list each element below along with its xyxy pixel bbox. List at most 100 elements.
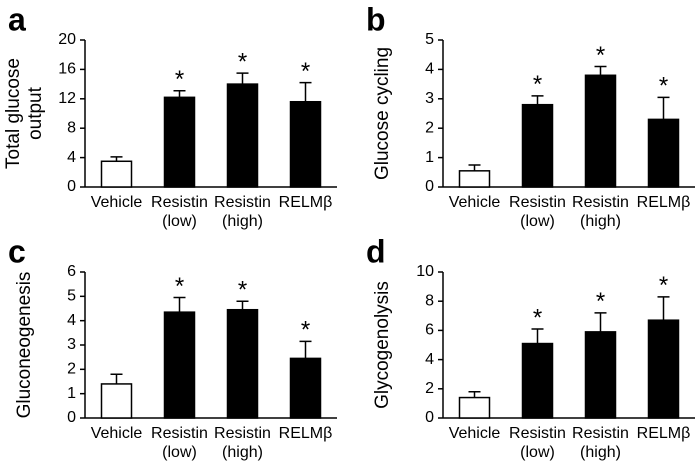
- bar: [163, 311, 196, 419]
- bar: [521, 342, 554, 419]
- significance-marker: *: [659, 73, 668, 100]
- y-axis-label: output: [25, 86, 46, 140]
- x-tick-label: (high): [222, 213, 263, 230]
- y-tick-label: 4: [425, 351, 434, 368]
- x-tick-label: (low): [520, 213, 555, 230]
- y-tick-label: 2: [425, 119, 434, 136]
- y-tick-label: 0: [67, 178, 76, 195]
- y-axis-label: Glucose cycling: [372, 47, 393, 180]
- significance-marker: *: [238, 48, 247, 75]
- bar: [584, 74, 617, 188]
- x-tick-label: Resistin: [572, 425, 629, 442]
- significance-marker: *: [301, 317, 310, 344]
- error-bar: [110, 373, 123, 384]
- bar: [584, 331, 617, 419]
- panel-label: c: [8, 233, 26, 269]
- bar: [226, 308, 259, 419]
- x-tick-label: (high): [580, 213, 621, 230]
- y-axis-label: Glycogenolysis: [372, 281, 393, 409]
- error-bar: [236, 300, 249, 310]
- significance-marker: *: [533, 71, 542, 98]
- error-bar: [657, 96, 670, 120]
- bar: [100, 160, 133, 188]
- error-bar: [299, 340, 312, 359]
- x-tick-label: Resistin: [509, 194, 566, 211]
- x-tick-label: Resistin: [214, 425, 271, 442]
- error-bar: [531, 95, 544, 105]
- panel-label: d: [366, 233, 386, 269]
- x-tick-label: Resistin: [214, 194, 271, 211]
- y-tick-label: 5: [67, 288, 76, 305]
- x-tick-label: Resistin: [509, 425, 566, 442]
- significance-marker: *: [596, 42, 605, 69]
- bar: [226, 83, 259, 188]
- x-tick-label: (low): [162, 444, 197, 461]
- y-tick-label: 8: [425, 292, 434, 309]
- error-bar: [173, 89, 186, 98]
- error-bar: [468, 164, 481, 171]
- significance-marker: *: [175, 273, 184, 300]
- bar: [647, 118, 680, 188]
- significance-marker: *: [301, 58, 310, 85]
- x-tick-label: Vehicle: [91, 194, 143, 211]
- x-tick-label: Resistin: [151, 425, 208, 442]
- y-tick-label: 3: [425, 90, 434, 107]
- error-bar: [657, 296, 670, 321]
- bar: [289, 357, 322, 419]
- x-tick-label: (low): [162, 213, 197, 230]
- x-tick-label: (high): [222, 444, 263, 461]
- x-tick-label: RELMβ: [637, 194, 691, 211]
- bar: [163, 96, 196, 188]
- x-tick-label: Vehicle: [449, 425, 501, 442]
- y-tick-label: 0: [67, 409, 76, 426]
- error-bar: [173, 296, 186, 313]
- significance-marker: *: [238, 277, 247, 304]
- y-tick-label: 0: [425, 409, 434, 426]
- y-tick-label: 8: [67, 119, 76, 136]
- bar: [647, 319, 680, 419]
- y-axis-label: Gluconeogenesis: [14, 272, 35, 419]
- significance-marker: *: [659, 272, 668, 299]
- x-tick-label: Resistin: [151, 194, 208, 211]
- y-tick-label: 10: [416, 263, 434, 280]
- y-axis-label: Total glucose: [3, 58, 24, 169]
- y-tick-label: 6: [425, 322, 434, 339]
- x-tick-label: Vehicle: [91, 425, 143, 442]
- x-tick-label: Vehicle: [449, 194, 501, 211]
- x-tick-label: (low): [520, 444, 555, 461]
- error-bar: [468, 390, 481, 398]
- error-bar: [236, 72, 249, 85]
- error-bar: [110, 156, 123, 162]
- y-tick-label: 20: [58, 31, 76, 48]
- y-tick-label: 5: [425, 31, 434, 48]
- x-tick-label: RELMβ: [279, 194, 333, 211]
- significance-marker: *: [175, 66, 184, 93]
- bar: [521, 103, 554, 188]
- x-tick-label: (high): [580, 444, 621, 461]
- bar: [458, 170, 491, 188]
- y-tick-label: 12: [58, 90, 76, 107]
- error-bar: [594, 65, 607, 76]
- significance-marker: *: [533, 304, 542, 331]
- y-tick-label: 4: [425, 61, 434, 78]
- x-tick-label: RELMβ: [637, 425, 691, 442]
- error-bar: [299, 81, 312, 102]
- bar: [100, 383, 133, 419]
- y-tick-label: 16: [58, 61, 76, 78]
- y-tick-label: 3: [67, 336, 76, 353]
- bar: [289, 100, 322, 188]
- panel-label: b: [366, 1, 386, 37]
- y-tick-label: 0: [425, 178, 434, 195]
- error-bar: [594, 312, 607, 332]
- y-tick-label: 2: [425, 380, 434, 397]
- y-tick-label: 4: [67, 149, 76, 166]
- bar: [458, 396, 491, 419]
- y-tick-label: 6: [67, 263, 76, 280]
- error-bar: [531, 328, 544, 344]
- y-tick-label: 2: [67, 361, 76, 378]
- x-tick-label: RELMβ: [279, 425, 333, 442]
- x-tick-label: Resistin: [572, 194, 629, 211]
- significance-marker: *: [596, 288, 605, 315]
- panel-label: a: [8, 1, 26, 37]
